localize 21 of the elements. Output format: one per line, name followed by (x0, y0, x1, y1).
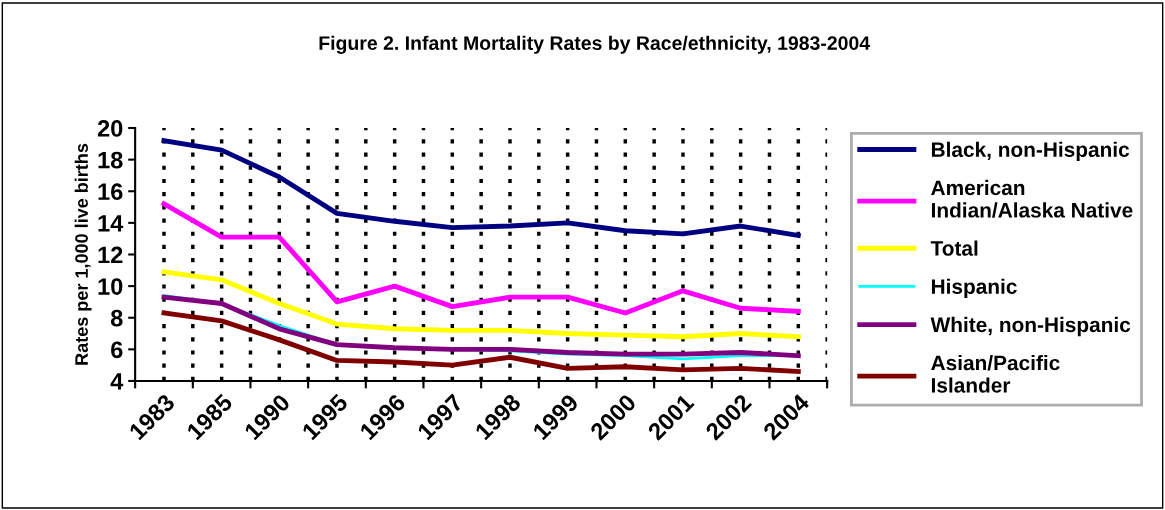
y-tick-label: 20 (97, 120, 123, 137)
line-series (161, 201, 801, 316)
line-series (161, 310, 801, 374)
y-tick-label: 6 (111, 341, 123, 359)
y-tick-label: 12 (98, 246, 123, 264)
y-axis-title: Rates per 1,000 live births (74, 143, 92, 365)
y-tick-label: 16 (98, 183, 123, 201)
chart-title: Figure 2. Infant Mortality Rates by Race/ethnicity, 1983-2004 (319, 35, 870, 54)
line-series (161, 269, 801, 340)
y-tick-label: 10 (98, 278, 123, 295)
line-series (161, 138, 801, 238)
y-tick-label: 4 (110, 373, 124, 390)
legend-label: Black, non-Hispanic (931, 141, 1130, 162)
y-tick-label: 8 (110, 309, 123, 327)
y-tick-label: 14 (98, 215, 124, 232)
legend-label: Total (930, 240, 978, 256)
legend-label: American Indian/Alaska Native (931, 179, 1133, 218)
legend-label: White, non-Hispanic (930, 316, 1131, 337)
legend-label: Asian/Pacific Islander (931, 354, 1060, 393)
y-tick-label: 18 (98, 151, 123, 169)
legend-label: Hispanic (931, 278, 1017, 299)
